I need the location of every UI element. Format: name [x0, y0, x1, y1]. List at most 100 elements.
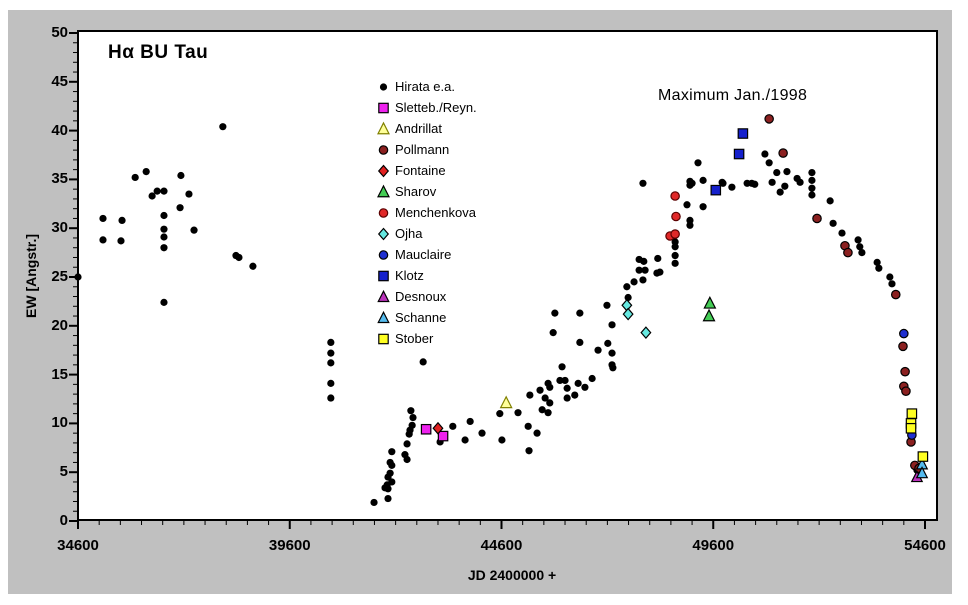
data-point: [699, 203, 707, 211]
data-point: [808, 184, 816, 192]
data-point: [581, 383, 589, 391]
y-tick-label: 40: [51, 121, 68, 139]
legend-item: Andrillat: [376, 118, 477, 139]
data-point: [118, 216, 126, 224]
data-point: [694, 159, 702, 167]
data-point: [751, 180, 759, 188]
data-point: [533, 429, 541, 437]
data-point: [808, 176, 816, 184]
x-tick-label: 39600: [268, 537, 311, 554]
legend-marker-icon: [377, 227, 390, 241]
legend-item-label: Sharov: [395, 184, 437, 199]
data-point: [898, 341, 908, 352]
data-point: [686, 221, 694, 229]
data-point: [594, 346, 602, 354]
data-point: [235, 253, 243, 262]
data-point: [899, 328, 909, 339]
data-point: [563, 394, 571, 402]
x-tick-label: 44600: [480, 537, 523, 554]
data-point: [761, 150, 769, 158]
legend-marker-icon: [377, 184, 390, 198]
data-point: [702, 308, 716, 322]
data-point: [388, 448, 396, 456]
data-point: [525, 447, 533, 455]
data-point: [142, 167, 150, 176]
data-point: [384, 485, 392, 493]
data-point: [886, 273, 894, 281]
legend-item: Mauclaire: [376, 244, 477, 265]
data-point: [498, 436, 506, 444]
data-point: [688, 179, 696, 187]
legend-marker-icon: [378, 250, 389, 260]
data-point: [764, 114, 774, 124]
y-tick-label: 30: [51, 219, 68, 237]
data-point: [905, 422, 917, 434]
data-point: [733, 148, 745, 160]
data-point: [378, 102, 389, 114]
data-point: [377, 310, 390, 324]
y-tick-label: 10: [51, 414, 68, 432]
data-point: [556, 376, 564, 385]
data-point: [796, 178, 804, 186]
legend-item: Klotz: [376, 265, 477, 286]
data-point: [561, 376, 569, 385]
data-point: [466, 417, 474, 426]
legend-item: Schanne: [376, 307, 477, 328]
data-point: [388, 461, 396, 469]
legend-marker-icon: [377, 164, 390, 178]
data-point: [773, 168, 781, 177]
data-point: [639, 276, 647, 284]
data-point: [737, 128, 749, 139]
data-point: [388, 478, 396, 486]
data-point: [812, 213, 822, 224]
legend-item-label: Ojha: [395, 226, 423, 241]
data-point: [176, 204, 184, 212]
y-tick-label: 15: [51, 365, 68, 383]
legend-item: Pollmann: [376, 139, 477, 160]
data-point: [571, 391, 579, 399]
data-point: [563, 384, 571, 392]
data-point: [641, 266, 649, 274]
data-point: [449, 422, 457, 430]
legend-item: Sletteb./Reyn.: [376, 97, 477, 118]
data-point: [377, 164, 390, 178]
x-axis-title: JD 2400000 +: [467, 567, 557, 583]
legend-item: Sharov: [376, 181, 477, 202]
legend-marker-icon: [379, 83, 388, 91]
data-point: [99, 236, 107, 244]
legend-item-label: Stober: [395, 331, 434, 346]
y-tick-label: 0: [59, 512, 68, 529]
data-point: [901, 386, 911, 396]
legend-item-label: Menchenkova: [395, 205, 476, 220]
data-point: [854, 236, 862, 244]
data-point: [906, 408, 918, 419]
data-point: [671, 251, 679, 260]
data-point: [765, 159, 773, 167]
data-point: [437, 430, 449, 442]
data-point: [377, 289, 390, 303]
legend-marker-icon: [378, 145, 389, 155]
data-point: [327, 359, 335, 367]
data-point: [623, 283, 631, 291]
data-point: [524, 422, 532, 430]
data-point: [890, 289, 901, 300]
data-point: [838, 229, 846, 237]
data-point: [538, 406, 546, 414]
data-point: [160, 225, 168, 233]
legend-item-label: Andrillat: [395, 121, 442, 136]
legend-item-label: Pollmann: [395, 142, 450, 157]
data-point: [378, 270, 389, 282]
data-point: [432, 421, 444, 435]
legend-marker-icon: [378, 333, 389, 345]
data-point: [499, 395, 513, 409]
data-point: [407, 407, 415, 415]
data-point: [327, 394, 335, 402]
y-tick-label: 45: [51, 72, 68, 90]
data-point: [888, 280, 896, 288]
data-point: [219, 123, 227, 131]
y-tick-label: 25: [51, 268, 68, 285]
data-point: [403, 440, 411, 448]
data-point: [148, 192, 156, 200]
data-point: [858, 249, 866, 257]
data-point: [160, 244, 168, 252]
